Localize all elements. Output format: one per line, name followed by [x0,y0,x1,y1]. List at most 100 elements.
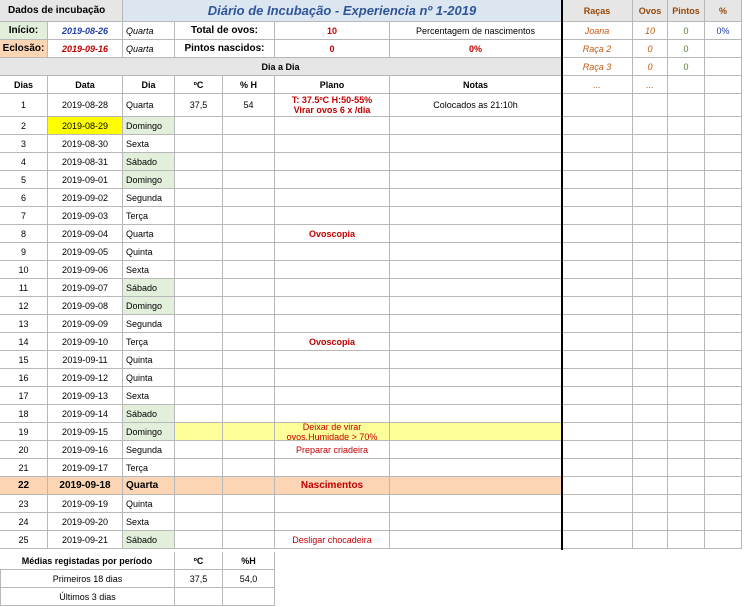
table-cell: 1 [0,94,48,117]
empty-cell [562,117,633,135]
empty-cell [668,117,705,135]
table-cell: Sexta [123,135,175,153]
table-cell: 17 [0,387,48,405]
table-cell [175,495,223,513]
table-cell [390,351,562,369]
table-cell [390,513,562,531]
empty-cell [668,189,705,207]
empty-cell [562,423,633,441]
table-cell [390,387,562,405]
breeds-cell [705,40,742,58]
table-cell [175,225,223,243]
breeds-cell [705,76,742,94]
empty-cell [562,459,633,477]
empty-cell [705,315,742,333]
info-value: 10 [275,22,390,40]
table-cell [175,459,223,477]
breeds-cell: Raça 3 [562,58,633,76]
empty-cell [633,459,668,477]
table-cell [275,513,390,531]
empty-cell [668,405,705,423]
info-label: Percentagem de nascimentos [390,22,562,40]
table-cell: Terça [123,333,175,351]
table-cell [175,513,223,531]
table-cell [390,171,562,189]
breeds-header: Ovos [633,0,668,22]
table-cell: 9 [0,243,48,261]
table-cell: Domingo [123,297,175,315]
empty-cell [562,351,633,369]
table-cell [390,441,562,459]
table-cell [223,189,275,207]
table-cell: 54 [223,94,275,117]
table-cell: 2019-09-17 [48,459,123,477]
empty-cell [633,153,668,171]
table-cell [390,279,562,297]
table-cell [390,477,562,495]
table-cell: Desligar chocadeira [275,531,390,549]
empty-cell [562,225,633,243]
table-cell: 2019-09-19 [48,495,123,513]
table-cell [390,243,562,261]
table-cell: 2019-09-12 [48,369,123,387]
empty-cell [633,171,668,189]
table-cell: Sábado [123,531,175,549]
column-header: Dias [0,76,48,94]
empty-cell [562,387,633,405]
table-cell [275,351,390,369]
empty-cell [562,297,633,315]
table-cell: 2019-09-18 [48,477,123,495]
table-cell: Quarta [123,94,175,117]
table-cell [175,351,223,369]
separator [561,0,563,550]
empty-cell [668,243,705,261]
table-cell: 6 [0,189,48,207]
table-cell [175,405,223,423]
table-cell: 2019-09-03 [48,207,123,225]
table-cell: 8 [0,225,48,243]
empty-cell [705,513,742,531]
table-cell [275,153,390,171]
table-cell [223,315,275,333]
table-cell [390,495,562,513]
empty-cell [633,135,668,153]
info-date: 2019-08-26 [48,22,123,40]
table-cell: 5 [0,171,48,189]
table-cell [390,333,562,351]
column-header: Notas [390,76,562,94]
empty-cell [705,495,742,513]
empty-cell [705,441,742,459]
table-cell: 2019-09-16 [48,441,123,459]
table-cell: 2019-09-14 [48,405,123,423]
table-cell: 21 [0,459,48,477]
empty-cell [668,135,705,153]
table-cell: Deixar de virar ovos.Humidade > 70% [275,423,390,441]
averages-label: Primeiros 18 dias [0,570,175,588]
empty-cell [668,94,705,117]
table-cell: Sexta [123,261,175,279]
table-cell: 11 [0,279,48,297]
empty-cell [633,315,668,333]
table-cell [223,153,275,171]
table-cell: 2019-09-20 [48,513,123,531]
empty-cell [562,261,633,279]
header-label: Dados de incubação [0,0,123,22]
table-cell [175,117,223,135]
table-cell: 7 [0,207,48,225]
table-cell [223,135,275,153]
column-header: Data [48,76,123,94]
table-cell: 2019-09-09 [48,315,123,333]
table-cell: Segunda [123,189,175,207]
averages-title: Médias registadas por período [0,552,175,570]
empty-cell [562,207,633,225]
empty-cell [633,279,668,297]
empty-cell [633,333,668,351]
table-cell: Ovoscopia [275,333,390,351]
table-cell [275,135,390,153]
table-cell [175,279,223,297]
table-cell [390,459,562,477]
table-cell: 10 [0,261,48,279]
table-cell [275,315,390,333]
table-cell [223,405,275,423]
